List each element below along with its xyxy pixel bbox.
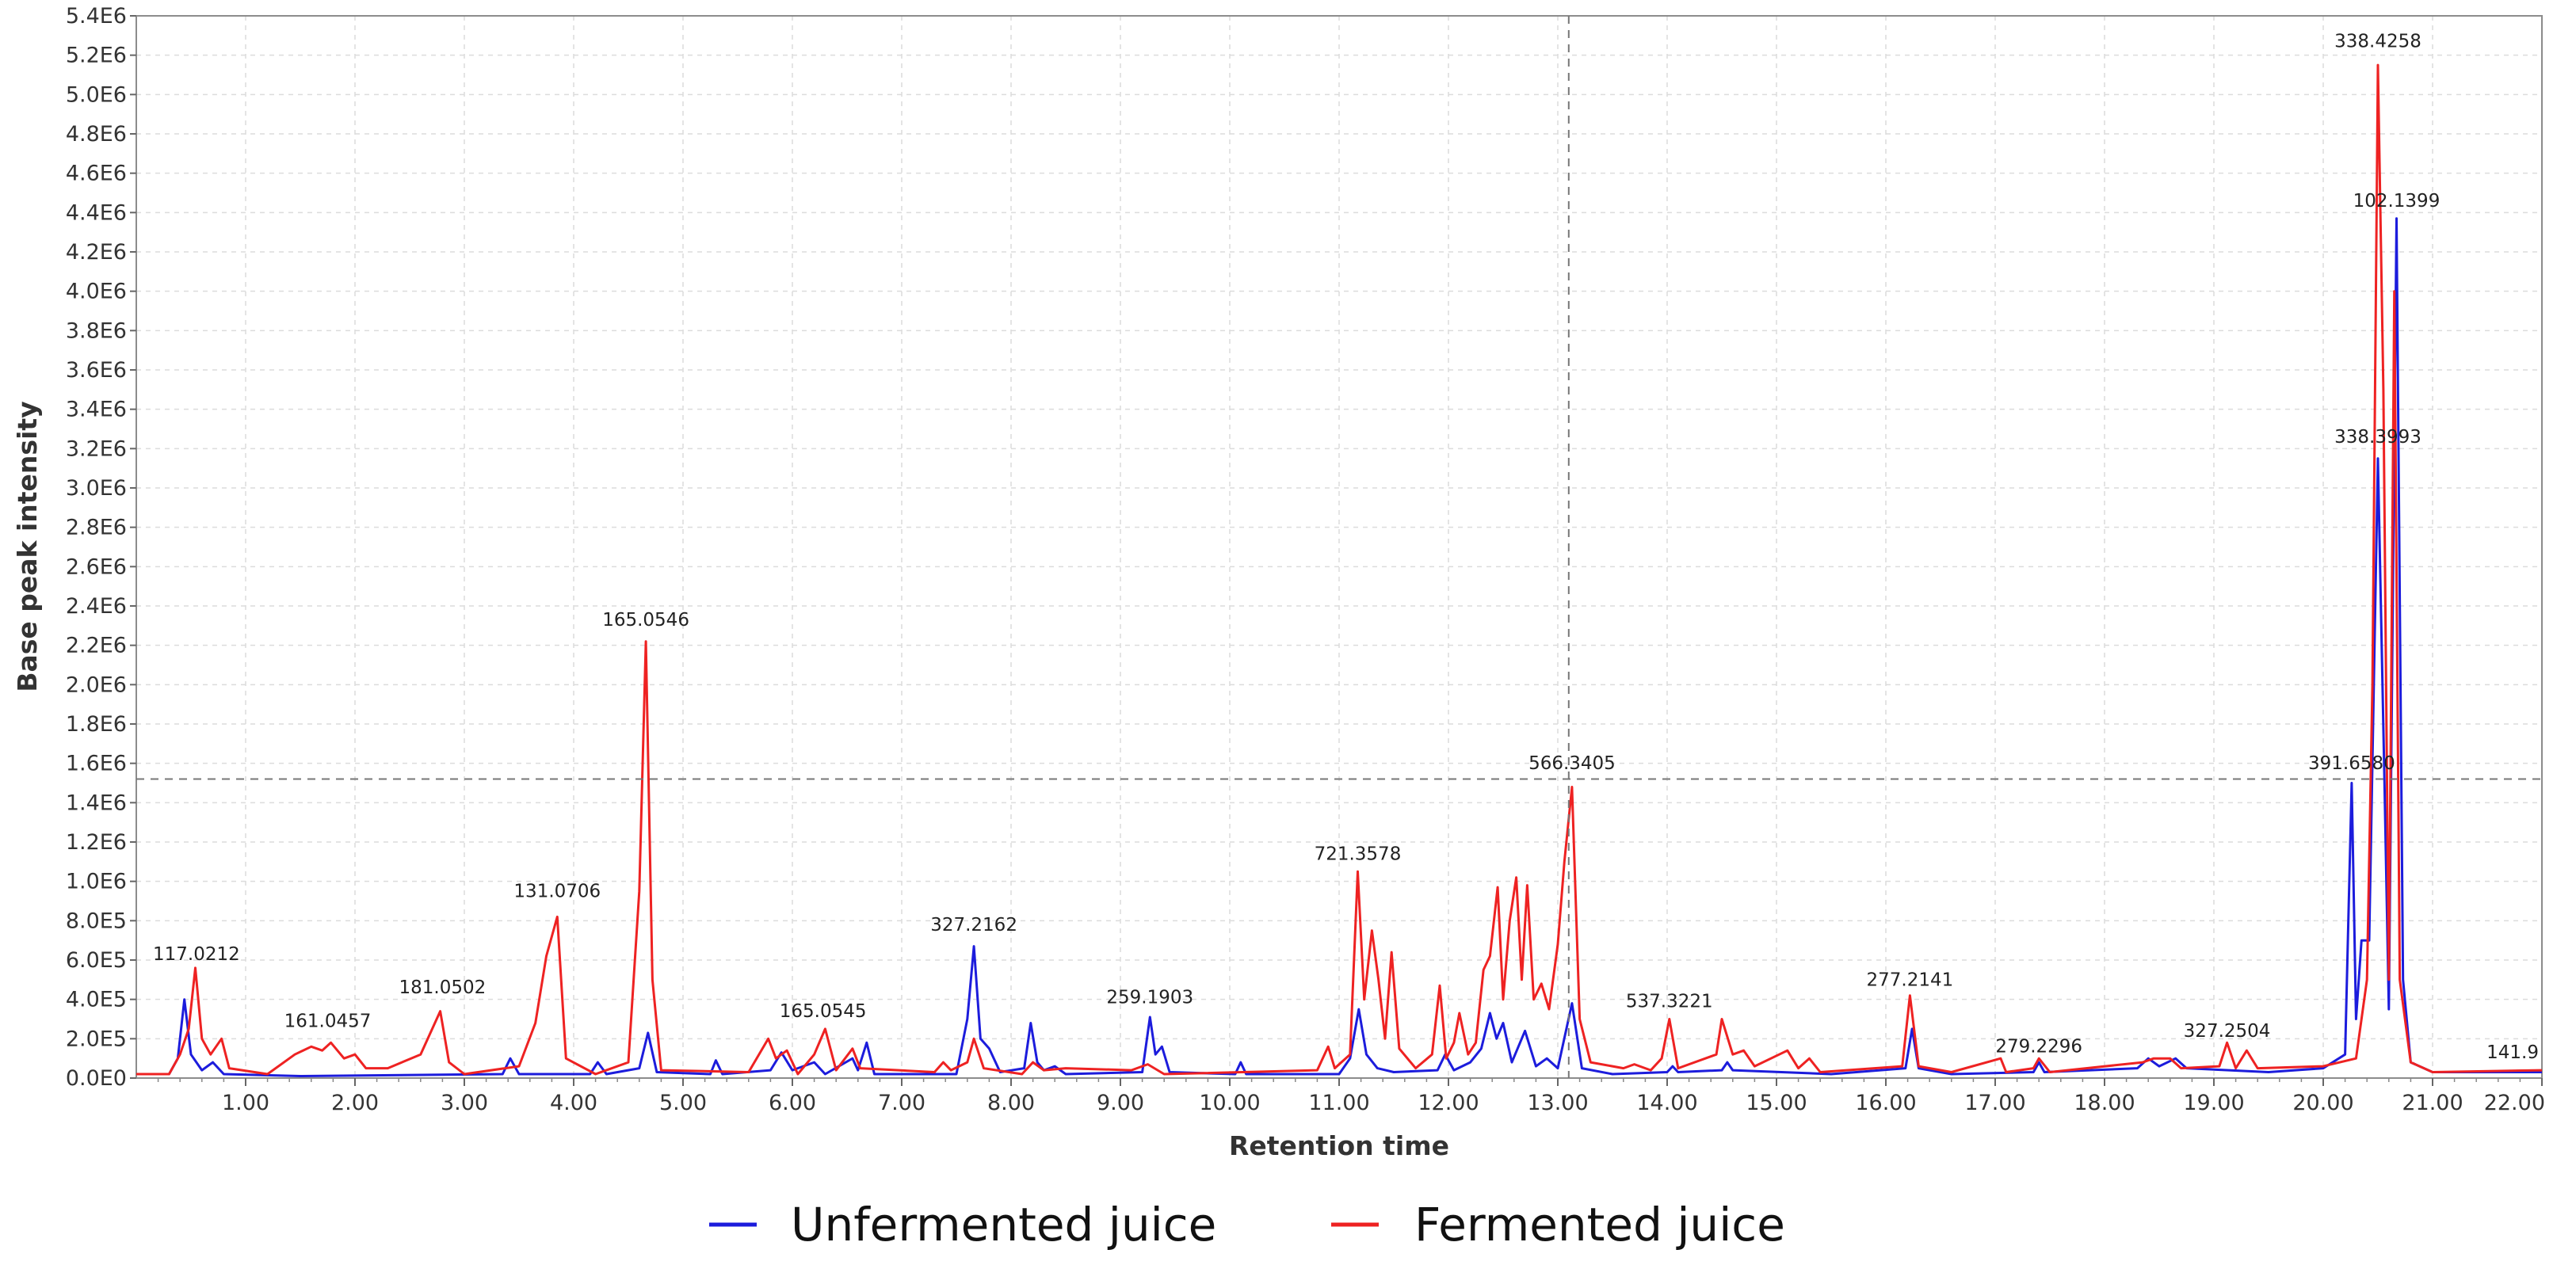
peak-labels: 117.0212 161.0457 181.0502 131.0706 165.0546…	[153, 32, 2539, 1063]
crosshair	[136, 16, 2542, 1078]
y-tick-label: 3.8E6	[66, 318, 127, 343]
series-line-fermented-juice	[136, 63, 2543, 1076]
peak-label: 165.0546	[602, 610, 689, 631]
y-axis-title: Base peak intensity	[12, 401, 43, 692]
y-tick-label: 1.2E6	[66, 830, 127, 855]
peak-label: 277.2141	[1866, 970, 1953, 990]
y-tick-label: 3.6E6	[66, 358, 127, 383]
y-tick-label: 3.2E6	[66, 436, 127, 461]
x-tick-label: 14.00	[1636, 1091, 1697, 1115]
x-axis: 1.00 2.00 3.00 4.00 5.00 6.00 7.00 8.00 9.00 10.0…	[157, 1078, 2545, 1115]
peak-label: 141.9	[2486, 1042, 2539, 1063]
x-tick-label: 15.00	[1746, 1091, 1807, 1115]
y-axis: 0.0E0 2.0E5 4.0E5 6.0E5 8.0E5 1.0E6 1.2E6 1.4E6…	[66, 4, 136, 1091]
y-tick-label: 2.0E5	[66, 1027, 127, 1051]
x-tick-label: 1.00	[222, 1091, 269, 1115]
y-tick-label: 2.0E6	[66, 673, 127, 697]
x-tick-label: 18.00	[2074, 1091, 2135, 1115]
x-tick-label: 8.00	[987, 1091, 1035, 1115]
peak-label: 391.6580	[2308, 753, 2395, 774]
y-tick-label: 2.8E6	[66, 516, 127, 540]
y-tick-label: 1.4E6	[66, 791, 127, 815]
plot-frame	[135, 15, 2543, 1079]
peak-label: 259.1903	[1106, 988, 1193, 1008]
x-tick-label: 7.00	[878, 1091, 925, 1115]
y-tick-label: 5.0E6	[66, 82, 127, 107]
peak-label: 161.0457	[284, 1011, 372, 1031]
x-tick-label: 11.00	[1308, 1091, 1369, 1115]
x-tick-label: 12.00	[1418, 1091, 1479, 1115]
peak-label: 279.2296	[1995, 1037, 2082, 1057]
y-tick-label: 8.0E5	[66, 909, 127, 933]
x-tick-label: 5.00	[659, 1091, 707, 1115]
y-tick-label: 2.6E6	[66, 554, 127, 579]
y-tick-label: 5.2E6	[66, 44, 127, 68]
x-tick-label: 4.00	[550, 1091, 597, 1115]
y-tick-label: 4.0E5	[66, 988, 127, 1012]
peak-label: 102.1399	[2353, 191, 2441, 211]
legend-label-unfermented: Unfermented juice	[791, 1198, 1216, 1252]
peak-label: 165.0545	[780, 1001, 867, 1022]
x-tick-label: 3.00	[441, 1091, 488, 1115]
peak-label: 327.2504	[2184, 1021, 2271, 1042]
peak-label: 537.3221	[1626, 992, 1713, 1012]
peak-label: 131.0706	[513, 882, 601, 902]
legend: Unfermented juice Fermented juice	[709, 1198, 1785, 1252]
y-tick-label: 2.4E6	[66, 594, 127, 619]
x-axis-title: Retention time	[1229, 1130, 1449, 1161]
y-tick-label: 4.4E6	[66, 200, 127, 225]
x-tick-label: 19.00	[2183, 1091, 2244, 1115]
legend-label-fermented: Fermented juice	[1414, 1198, 1785, 1252]
x-tick-label: 9.00	[1097, 1091, 1144, 1115]
x-tick-label: 13.00	[1527, 1091, 1588, 1115]
peak-label: 327.2162	[930, 915, 1017, 935]
y-tick-label: 2.2E6	[66, 634, 127, 658]
x-tick-label: 10.00	[1199, 1091, 1260, 1115]
peak-label: 181.0502	[399, 977, 487, 998]
y-tick-label: 0.0E0	[66, 1066, 127, 1091]
x-tick-label: 2.00	[331, 1091, 379, 1115]
y-tick-label: 4.0E6	[66, 280, 127, 304]
peak-label: 338.4258	[2334, 32, 2421, 52]
x-tick-label: 16.00	[1855, 1091, 1916, 1115]
peak-label: 117.0212	[153, 944, 240, 965]
series-line-unfermented-juice	[136, 217, 2542, 1077]
grid	[136, 15, 2542, 1078]
y-tick-label: 3.4E6	[66, 398, 127, 422]
x-tick-label: 21.00	[2402, 1091, 2463, 1115]
series-group	[136, 63, 2543, 1077]
x-tick-label: 17.00	[1964, 1091, 2025, 1115]
y-tick-label: 4.6E6	[66, 162, 127, 186]
y-tick-label: 1.0E6	[66, 870, 127, 894]
y-tick-label: 6.0E5	[66, 948, 127, 973]
peak-label: 566.3405	[1528, 753, 1616, 774]
y-tick-label: 4.8E6	[66, 122, 127, 147]
y-tick-label: 1.6E6	[66, 752, 127, 776]
y-tick-label: 3.0E6	[66, 476, 127, 501]
x-tick-label: 20.00	[2292, 1091, 2353, 1115]
y-tick-label: 1.8E6	[66, 712, 127, 737]
x-tick-label: 6.00	[769, 1091, 816, 1115]
y-tick-label: 5.4E6	[66, 4, 127, 29]
peak-label: 721.3578	[1315, 844, 1402, 864]
peak-label: 338.3993	[2334, 427, 2421, 448]
y-tick-label: 4.2E6	[66, 240, 127, 265]
x-tick-label: 22.00	[2484, 1091, 2545, 1115]
